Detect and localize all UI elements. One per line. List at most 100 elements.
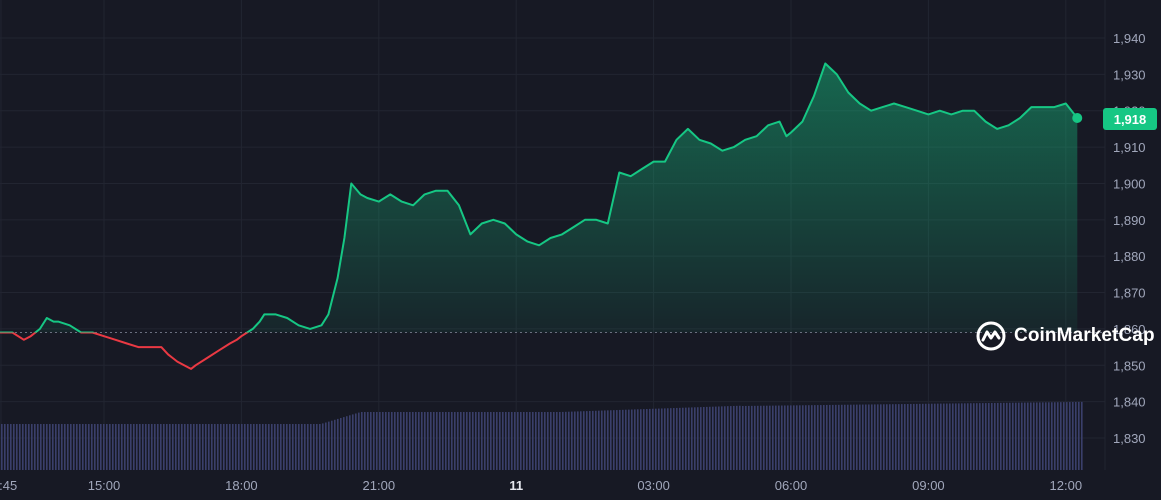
volume-bar <box>763 405 765 470</box>
volume-bar <box>706 406 708 470</box>
volume-bar <box>709 406 711 470</box>
volume-bar <box>115 424 117 470</box>
volume-bar <box>145 424 147 470</box>
volume-bar <box>1018 402 1020 470</box>
volume-bar <box>625 409 627 470</box>
volume-bar <box>1081 401 1083 470</box>
volume-bar <box>961 403 963 470</box>
volume-bar <box>592 410 594 470</box>
volume-bar <box>439 412 441 470</box>
x-tick-label: 12:45 <box>0 478 17 493</box>
volume-bar <box>1000 402 1002 470</box>
volume-bar <box>19 424 21 470</box>
volume-bar <box>208 424 210 470</box>
volume-bar <box>520 412 522 470</box>
volume-bar <box>262 424 264 470</box>
volume-bar <box>835 404 837 470</box>
volume-bar <box>136 424 138 470</box>
volume-bar <box>73 424 75 470</box>
volume-bar <box>643 409 645 470</box>
volume-bar <box>133 424 135 470</box>
volume-bar <box>181 424 183 470</box>
volume-bar <box>448 412 450 470</box>
volume-bar <box>271 424 273 470</box>
volume-bar <box>901 404 903 470</box>
volume-bar <box>253 424 255 470</box>
volume-bar <box>601 410 603 470</box>
volume-bar <box>955 403 957 470</box>
volume-bar <box>799 405 801 470</box>
volume-bar <box>562 411 564 470</box>
volume-bar <box>1075 401 1077 470</box>
volume-bar <box>982 403 984 470</box>
volume-bar <box>721 406 723 470</box>
volume-bar <box>664 408 666 470</box>
volume-bar <box>10 424 12 470</box>
x-tick-label: 12:00 <box>1050 478 1083 493</box>
y-tick-label: 1,900 <box>1113 176 1146 191</box>
volume-bar <box>676 407 678 470</box>
volume-bar <box>1048 402 1050 470</box>
volume-bar <box>247 424 249 470</box>
volume-bar <box>463 412 465 470</box>
volume-bar <box>946 403 948 470</box>
volume-bar <box>523 412 525 470</box>
volume-bar <box>808 405 810 470</box>
volume-bar <box>1009 402 1011 470</box>
volume-bar <box>322 423 324 470</box>
volume-bar <box>43 424 45 470</box>
y-axis: 1,830 1,840 1,850 1,860 1,870 1,880 1,890 1,900… <box>1113 31 1146 446</box>
volume-bar <box>574 411 576 470</box>
volume-bar <box>916 403 918 470</box>
volume-bar <box>46 424 48 470</box>
volume-bar <box>265 424 267 470</box>
volume-bar <box>256 424 258 470</box>
volume-bar <box>820 405 822 470</box>
volume-bar <box>1051 402 1053 470</box>
volume-bar <box>49 424 51 470</box>
price-area <box>0 63 1078 333</box>
volume-bar <box>193 424 195 470</box>
volume-bar <box>148 424 150 470</box>
volume-bar <box>70 424 72 470</box>
volume-bar <box>88 424 90 470</box>
volume-bar <box>268 424 270 470</box>
volume-bar <box>616 410 618 470</box>
volume-bar <box>358 412 360 470</box>
volume-bar <box>331 420 333 470</box>
volume-bar <box>238 424 240 470</box>
volume-bar <box>1063 402 1065 470</box>
volume-bar <box>1078 401 1080 470</box>
y-tick-label: 1,930 <box>1113 67 1146 82</box>
volume-bar <box>325 422 327 470</box>
volume-bar <box>547 412 549 470</box>
volume-bar <box>610 410 612 470</box>
volume-bar <box>688 407 690 470</box>
volume-bar <box>79 424 81 470</box>
volume-bar <box>202 424 204 470</box>
volume-bar <box>550 412 552 470</box>
volume-bar <box>301 424 303 470</box>
volume-bar <box>415 412 417 470</box>
y-tick-label: 1,860 <box>1113 322 1146 337</box>
volume-bar <box>613 410 615 470</box>
volume-bar <box>139 424 141 470</box>
volume-bar <box>565 411 567 470</box>
volume-bar <box>406 412 408 470</box>
volume-bar <box>427 412 429 470</box>
volume-bar <box>175 424 177 470</box>
volume-bar <box>160 424 162 470</box>
volume-bar <box>490 412 492 470</box>
volume-bar <box>388 412 390 470</box>
volume-bar <box>373 412 375 470</box>
volume-bar <box>655 408 657 470</box>
x-tick-label: 21:00 <box>363 478 396 493</box>
volume-bar <box>355 413 357 470</box>
volume-bar <box>172 424 174 470</box>
volume-bar <box>1006 402 1008 470</box>
volume-bar <box>994 402 996 470</box>
volume-bar <box>760 405 762 470</box>
volume-bar <box>478 412 480 470</box>
